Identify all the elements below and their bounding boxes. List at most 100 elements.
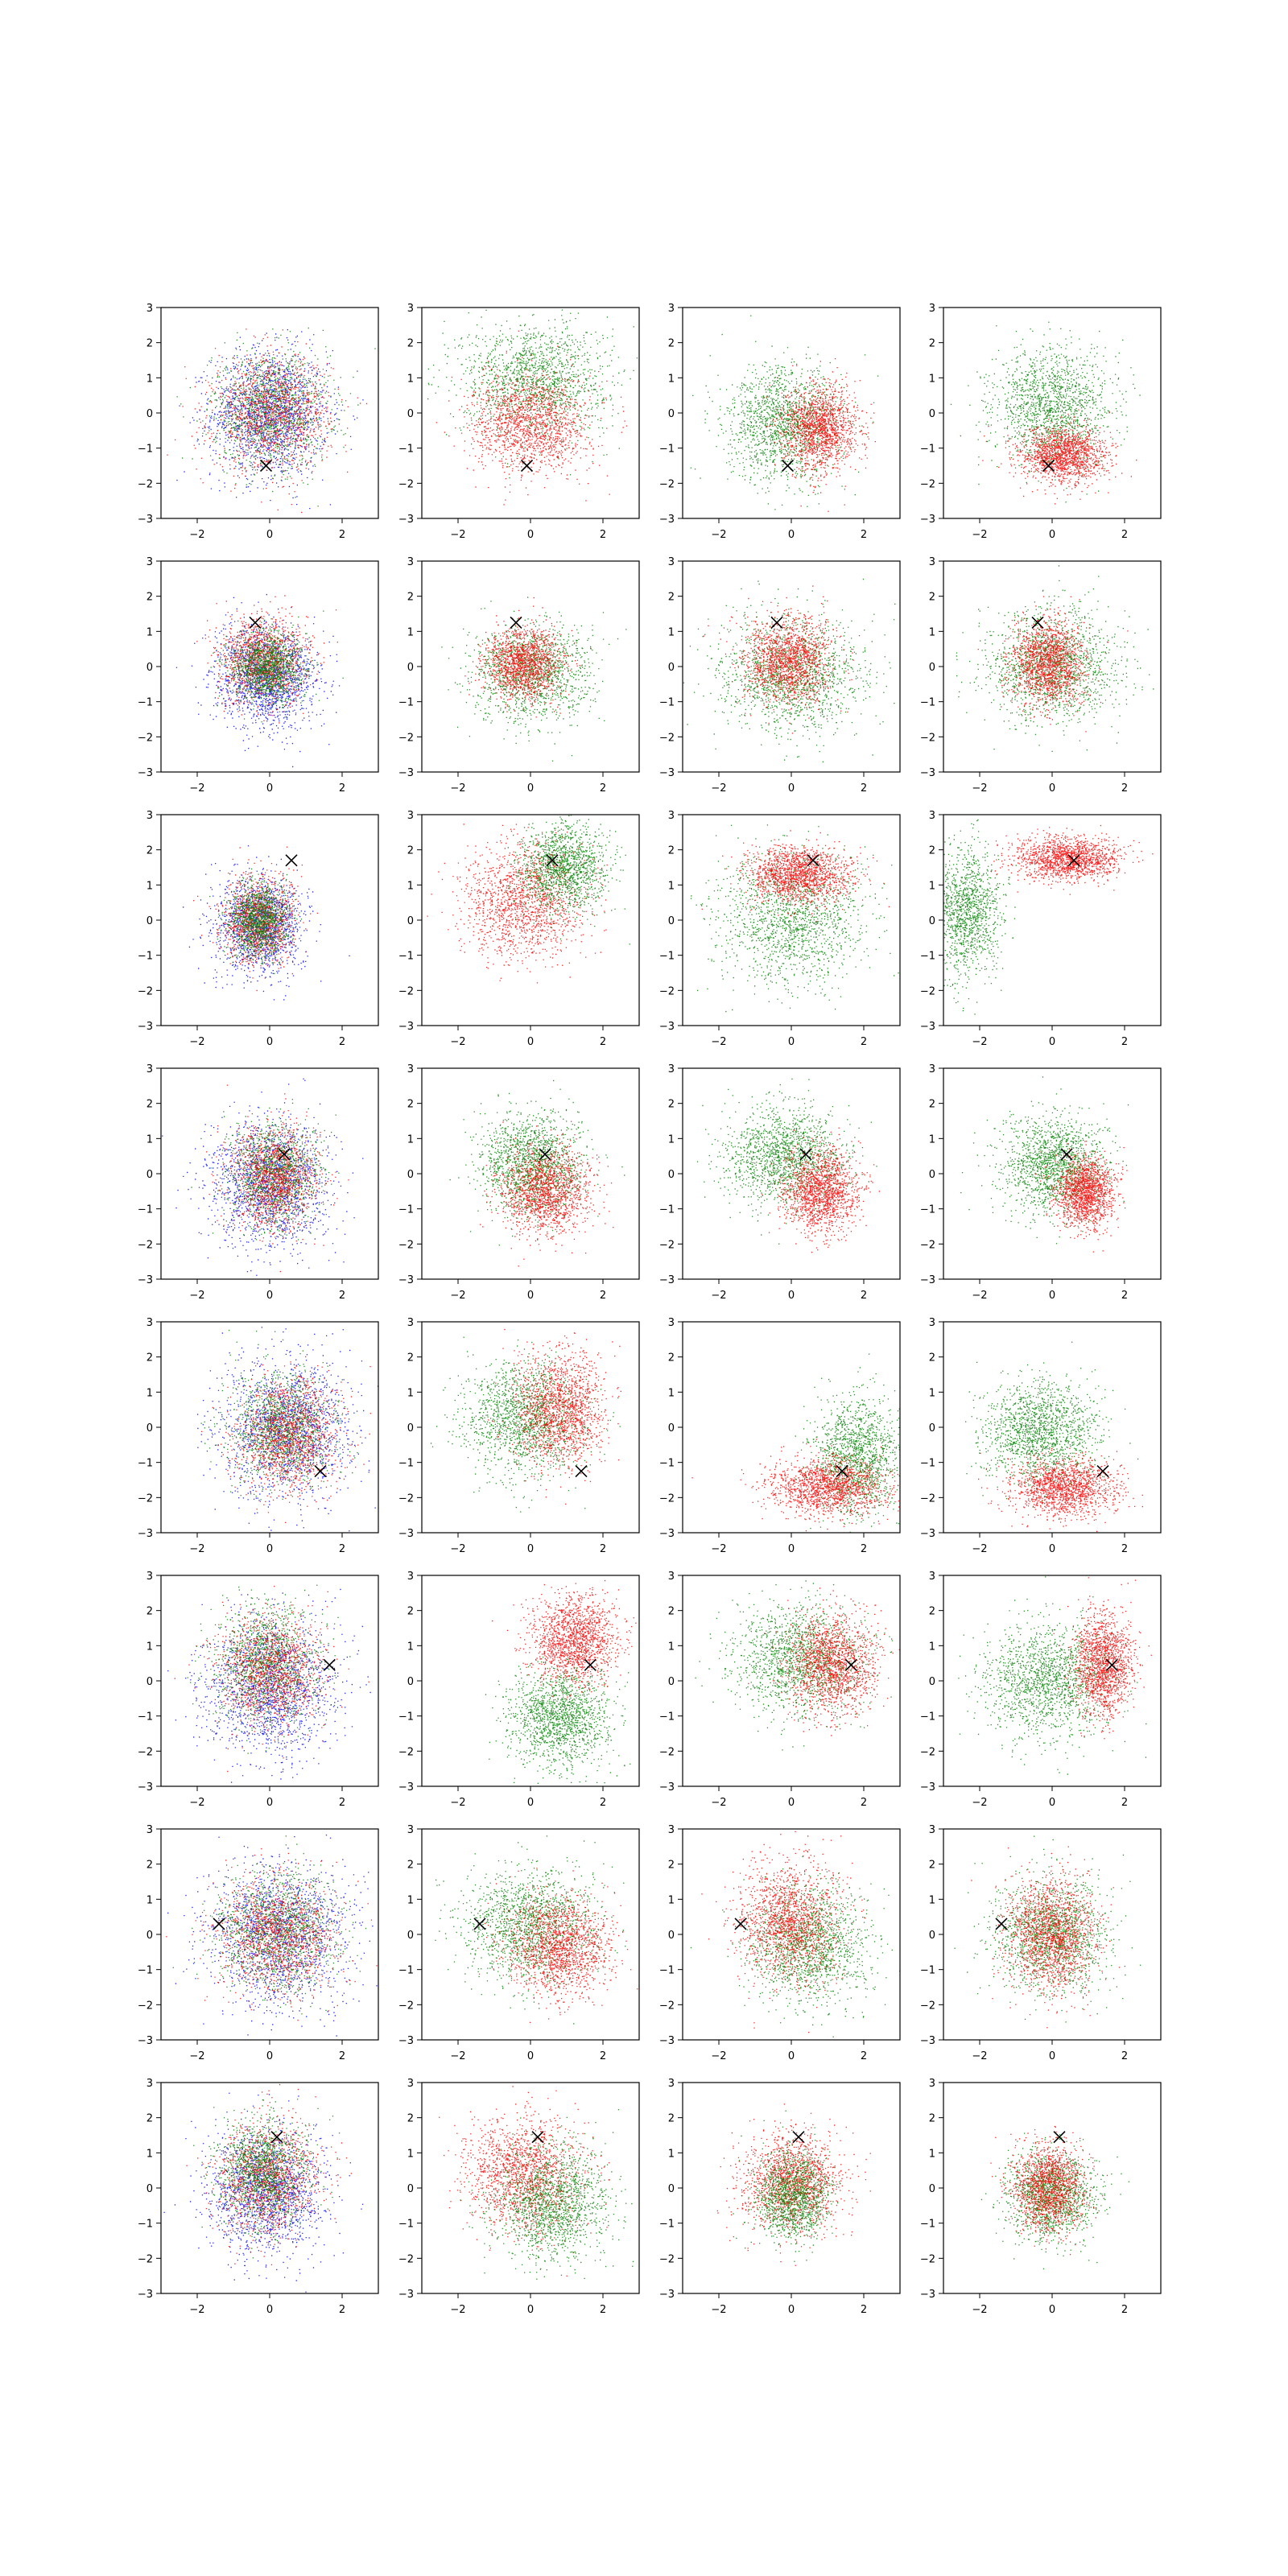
y-tick-label: 1 xyxy=(407,1387,414,1399)
x-tick-label: −2 xyxy=(450,782,465,795)
x-tick-label: −2 xyxy=(450,1290,465,1302)
y-tick-label: 1 xyxy=(929,880,935,892)
scatter-points xyxy=(956,565,1154,752)
subplot-r3-c4: −2 0 2 −3 −2 −1 0 1 2 3 xyxy=(920,810,1162,1048)
x-tick-label: 0 xyxy=(527,782,534,795)
y-tick-label: 3 xyxy=(668,556,675,568)
y-tick-label: 1 xyxy=(407,2148,414,2160)
y-tick-label: −3 xyxy=(138,1021,153,1033)
x-tick-label: 2 xyxy=(1121,2304,1128,2316)
y-tick-label: 3 xyxy=(407,1317,414,1329)
point-cloud-green xyxy=(733,2110,841,2262)
x-marker xyxy=(539,1148,551,1161)
x-tick-label: −2 xyxy=(711,2050,726,2062)
x-tick-label: −2 xyxy=(189,1543,204,1555)
x-marker xyxy=(546,854,559,867)
x-marker xyxy=(1105,1658,1118,1671)
scatter-points xyxy=(683,578,896,763)
x-tick-label: −2 xyxy=(972,529,987,541)
x-tick-label: 0 xyxy=(266,2304,273,2316)
y-tick-label: −1 xyxy=(398,697,414,709)
x-tick-label: −2 xyxy=(189,782,204,795)
x-marker xyxy=(314,1465,327,1478)
y-tick-label: −2 xyxy=(920,478,935,490)
y-tick-label: −2 xyxy=(659,2253,675,2265)
y-tick-label: 0 xyxy=(407,408,414,420)
y-tick-label: 3 xyxy=(929,1317,935,1329)
point-cloud-red xyxy=(1034,1141,1128,1253)
axes-frame xyxy=(421,1067,640,1280)
y-tick-label: −2 xyxy=(659,1239,675,1251)
point-cloud-blue xyxy=(163,2092,364,2293)
point-cloud-green xyxy=(696,1078,877,1245)
x-tick-label: 0 xyxy=(788,529,795,541)
y-tick-label: −1 xyxy=(138,1711,153,1724)
x-tick-label: 0 xyxy=(1049,1036,1055,1048)
series-green xyxy=(506,815,630,945)
x-marker xyxy=(770,616,783,629)
series-green xyxy=(427,309,638,479)
scatter-points xyxy=(690,824,899,1013)
y-tick-label: 0 xyxy=(407,915,414,927)
y-tick-label: −3 xyxy=(920,1528,935,1540)
x-tick-label: 2 xyxy=(600,1036,606,1048)
y-tick-label: 0 xyxy=(929,915,935,927)
y-tick-label: 0 xyxy=(668,1422,675,1435)
y-tick-label: −3 xyxy=(138,1528,153,1540)
subplot-r4-c3: −2 0 2 −3 −2 −1 0 1 2 3 xyxy=(659,1063,901,1302)
y-tick-label: −2 xyxy=(920,1746,935,1758)
point-cloud-red xyxy=(196,595,338,724)
x-tick-label: −2 xyxy=(711,2304,726,2316)
x-tick-label: 2 xyxy=(1121,2050,1128,2062)
y-tick-label: −1 xyxy=(398,444,414,456)
axes-frame xyxy=(682,1828,901,2041)
subplot-r4-c2: −2 0 2 −3 −2 −1 0 1 2 3 xyxy=(398,1063,640,1302)
scatter-points xyxy=(427,815,630,984)
axes-frame xyxy=(421,1828,640,2041)
x-marker xyxy=(836,1465,848,1478)
point-cloud-red xyxy=(982,409,1137,505)
y-tick-label: −3 xyxy=(138,1274,153,1286)
y-tick-label: 3 xyxy=(929,556,935,568)
y-tick-label: −2 xyxy=(138,478,153,490)
scatter-points xyxy=(965,1341,1143,1533)
y-tick-label: −2 xyxy=(398,1492,414,1505)
y-tick-label: −3 xyxy=(398,2035,414,2047)
y-tick-label: 2 xyxy=(929,1099,935,1111)
y-tick-label: −3 xyxy=(138,2035,153,2047)
y-tick-label: −2 xyxy=(398,478,414,490)
y-tick-label: −3 xyxy=(659,1021,675,1033)
x-tick-label: 0 xyxy=(266,1797,273,1809)
series-blue xyxy=(176,329,364,510)
y-tick-label: 2 xyxy=(668,592,675,604)
point-cloud-green xyxy=(427,309,638,479)
y-tick-label: 2 xyxy=(668,1352,675,1364)
y-tick-label: 1 xyxy=(668,2148,675,2160)
point-cloud-green xyxy=(435,1835,626,2025)
x-tick-label: 0 xyxy=(1049,1543,1055,1555)
y-tick-label: −2 xyxy=(398,2000,414,2012)
series-red xyxy=(486,1328,621,1505)
subplot-r1-c2: −2 0 2 −3 −2 −1 0 1 2 3 xyxy=(398,303,640,541)
y-tick-label: −1 xyxy=(920,951,935,963)
series-green xyxy=(696,1078,877,1245)
y-tick-label: −2 xyxy=(138,732,153,744)
x-marker xyxy=(1042,459,1055,473)
y-tick-label: 1 xyxy=(407,1894,414,1906)
y-tick-label: −2 xyxy=(398,2253,414,2265)
series-red xyxy=(977,596,1129,733)
y-tick-label: 0 xyxy=(147,915,153,927)
y-tick-label: 3 xyxy=(147,2078,153,2090)
point-cloud-green xyxy=(690,1851,900,2037)
point-cloud-red xyxy=(427,824,608,984)
x-tick-label: 0 xyxy=(1049,529,1055,541)
y-tick-label: −1 xyxy=(398,951,414,963)
x-tick-label: 0 xyxy=(266,2050,273,2062)
x-marker xyxy=(531,2131,544,2144)
x-tick-label: 2 xyxy=(339,782,345,795)
series-red xyxy=(978,1435,1143,1533)
series-green xyxy=(958,1576,1147,1775)
y-tick-label: 2 xyxy=(147,338,153,350)
x-marker xyxy=(323,1658,336,1671)
y-tick-label: 1 xyxy=(147,1133,153,1146)
